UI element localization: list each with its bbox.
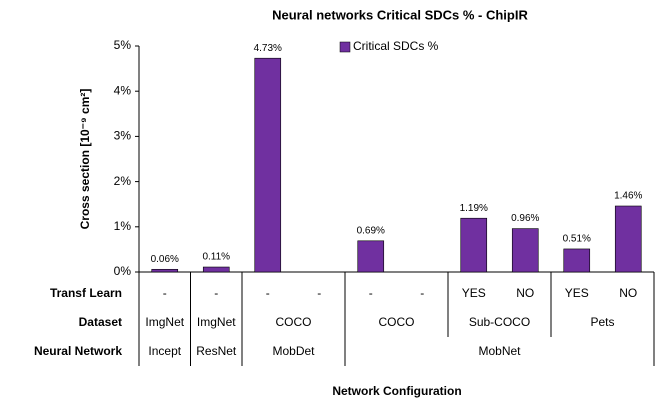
x-tick-label: -	[317, 286, 321, 300]
y-tick-label: 2%	[114, 174, 132, 188]
x-tick-label: -	[420, 286, 424, 300]
x-tick-label: -	[369, 286, 373, 300]
group-label: Pets	[590, 315, 614, 329]
bar	[460, 217, 488, 273]
x-tick-label: NO	[516, 286, 534, 300]
group-label: ResNet	[196, 344, 237, 358]
data-label: 0.69%	[357, 225, 385, 236]
bar	[202, 266, 230, 273]
row-label: Transf Learn	[50, 286, 122, 300]
y-tick-label: 3%	[114, 129, 132, 143]
x-tick-label: YES	[462, 286, 486, 300]
x-tick-label: NO	[619, 286, 637, 300]
group-label: COCO	[379, 315, 415, 329]
y-tick-label: 4%	[114, 83, 132, 97]
data-label: 1.46%	[614, 191, 642, 202]
x-tick-label: -	[163, 286, 167, 300]
legend-label: Critical SDCs %	[353, 39, 439, 53]
x-axis-label: Network Configuration	[332, 384, 461, 398]
row-label: Neural Network	[34, 344, 122, 358]
y-axis-label: Cross section [10⁻⁹ cm²]	[78, 89, 92, 230]
group-label: ImgNet	[145, 315, 184, 329]
chart-title: Neural networks Critical SDCs % - ChipIR	[272, 7, 528, 22]
bar	[511, 228, 539, 273]
group-label: Incept	[148, 344, 181, 358]
data-label: 0.96%	[511, 213, 539, 224]
bar	[357, 240, 385, 273]
bar	[614, 205, 642, 273]
bar	[151, 268, 179, 273]
x-tick-label: -	[266, 286, 270, 300]
y-tick-label: 0%	[114, 264, 132, 278]
x-tick-label: -	[214, 286, 218, 300]
row-label: Dataset	[79, 315, 122, 329]
group-label: ImgNet	[197, 315, 236, 329]
y-tick-label: 1%	[114, 219, 132, 233]
y-tick-label: 5%	[114, 38, 132, 52]
group-label: Sub-COCO	[469, 315, 530, 329]
data-label: 4.73%	[254, 43, 282, 54]
group-label: MobDet	[272, 344, 315, 358]
x-tick-label: YES	[565, 286, 589, 300]
data-label: 1.19%	[460, 203, 488, 214]
legend-swatch	[339, 41, 351, 53]
data-label: 0.11%	[202, 252, 230, 263]
group-label: COCO	[276, 315, 312, 329]
data-label: 0.06%	[151, 254, 179, 265]
bar	[563, 248, 591, 273]
group-label: MobNet	[478, 344, 521, 358]
bar	[254, 57, 282, 273]
data-label: 0.51%	[563, 234, 591, 245]
